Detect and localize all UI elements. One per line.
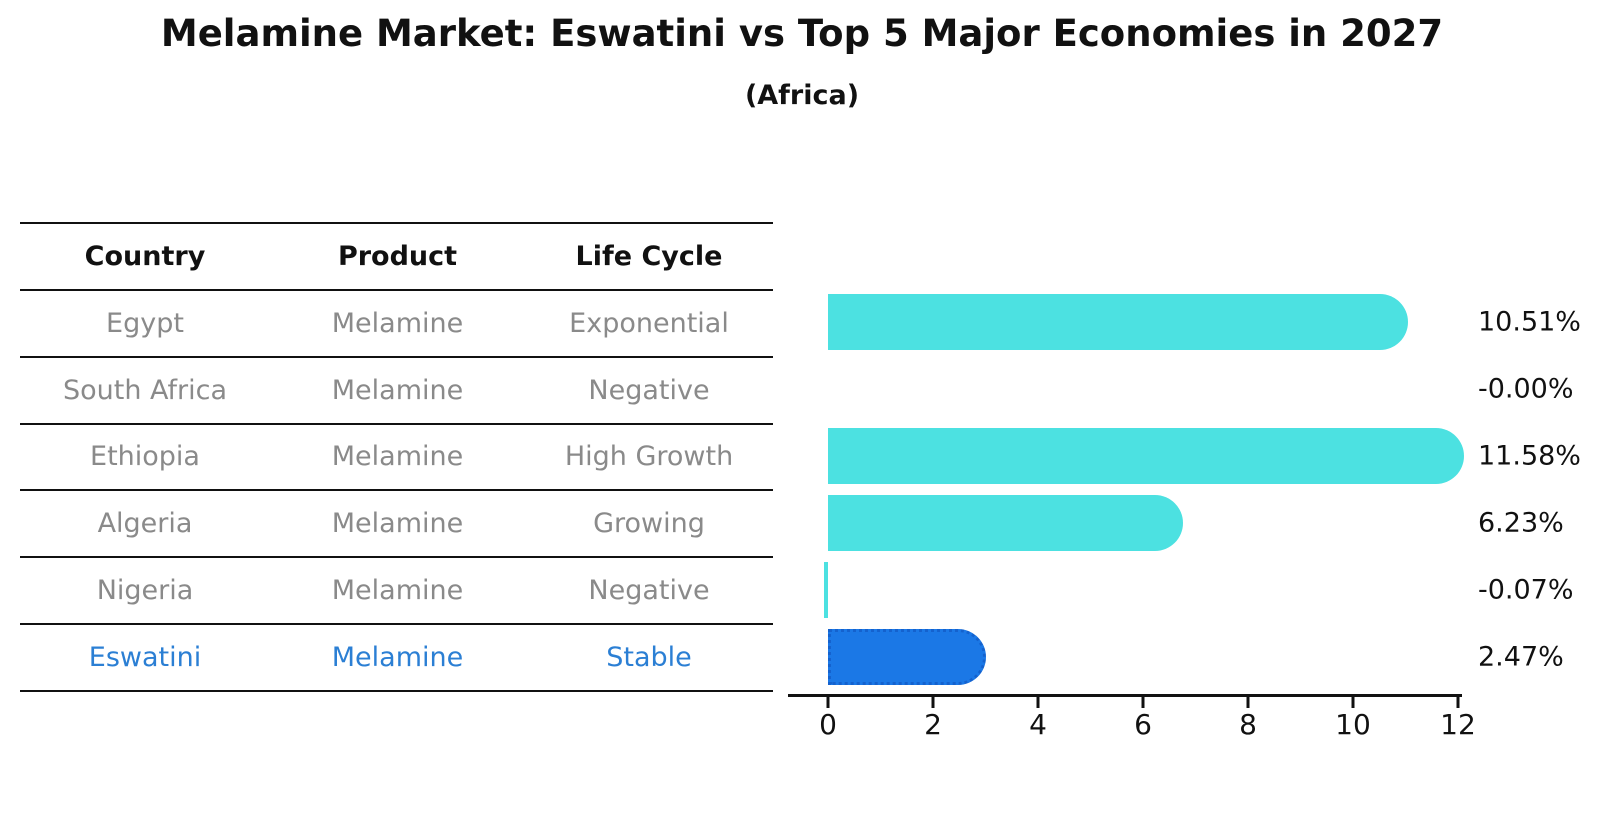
cell-country: Ethiopia <box>90 441 200 473</box>
value-label-ethiopia: 11.58% <box>1478 440 1581 472</box>
x-tick-mark <box>1246 697 1250 708</box>
cell-product: Melamine <box>331 307 464 339</box>
x-tick-mark <box>1036 697 1040 708</box>
table-row: Egypt Melamine Exponential <box>20 291 773 358</box>
x-axis-line <box>788 694 1462 697</box>
header-product: Product <box>337 240 458 272</box>
bar-algeria <box>828 494 1184 551</box>
x-tick-mark <box>1456 697 1460 708</box>
value-label-algeria: 6.23% <box>1478 507 1564 539</box>
cell-product: Melamine <box>331 641 464 673</box>
x-tick-label: 6 <box>1134 708 1152 741</box>
bar-ethiopia <box>828 427 1464 484</box>
cell-country: Nigeria <box>96 575 194 607</box>
x-tick-mark <box>826 697 830 708</box>
x-tick-label: 2 <box>924 708 942 741</box>
value-label-egypt: 10.51% <box>1478 306 1581 338</box>
cell-life-cycle: Negative <box>588 575 710 607</box>
chart-subtitle: (Africa) <box>744 80 860 111</box>
x-tick-label: 10 <box>1335 708 1371 741</box>
table-header-row: Country Product Life Cycle <box>20 224 773 291</box>
cell-country: Algeria <box>97 508 193 540</box>
x-tick-mark <box>931 697 935 708</box>
header-life-cycle: Life Cycle <box>575 240 723 272</box>
x-tick-mark <box>1351 697 1355 708</box>
cell-life-cycle: Exponential <box>569 307 729 339</box>
header-country: Country <box>84 240 206 272</box>
cell-country: Egypt <box>106 307 184 339</box>
x-tick-mark <box>1141 697 1145 708</box>
cell-product: Melamine <box>331 374 464 406</box>
value-label-nigeria: -0.07% <box>1478 574 1574 606</box>
bar-eswatini <box>828 628 986 685</box>
country-table: Country Product Life Cycle Egypt Melamin… <box>20 222 773 692</box>
x-tick-label: 0 <box>819 708 837 741</box>
table-row: Nigeria Melamine Negative <box>20 558 773 626</box>
value-label-south-africa: -0.00% <box>1478 373 1574 405</box>
chart-title: Melamine Market: Eswatini vs Top 5 Major… <box>160 12 1444 55</box>
cell-product: Melamine <box>331 441 464 473</box>
cell-life-cycle: Stable <box>606 641 692 673</box>
table-row: Algeria Melamine Growing <box>20 491 773 559</box>
cell-life-cycle: High Growth <box>564 441 734 473</box>
cell-country: South Africa <box>62 374 228 406</box>
value-label-eswatini: 2.47% <box>1478 641 1564 673</box>
cell-product: Melamine <box>331 508 464 540</box>
table-row: Ethiopia Melamine High Growth <box>20 425 773 492</box>
cell-life-cycle: Growing <box>593 508 705 540</box>
bar-egypt <box>828 294 1408 351</box>
table-row-eswatini: Eswatini Melamine Stable <box>20 625 773 692</box>
x-tick-label: 4 <box>1029 708 1047 741</box>
table-row: South Africa Melamine Negative <box>20 358 773 425</box>
cell-life-cycle: Negative <box>588 374 710 406</box>
cell-product: Melamine <box>331 575 464 607</box>
x-tick-label: 12 <box>1440 708 1476 741</box>
cell-country: Eswatini <box>88 641 202 673</box>
bar-nigeria <box>824 561 828 618</box>
x-tick-label: 8 <box>1239 708 1257 741</box>
